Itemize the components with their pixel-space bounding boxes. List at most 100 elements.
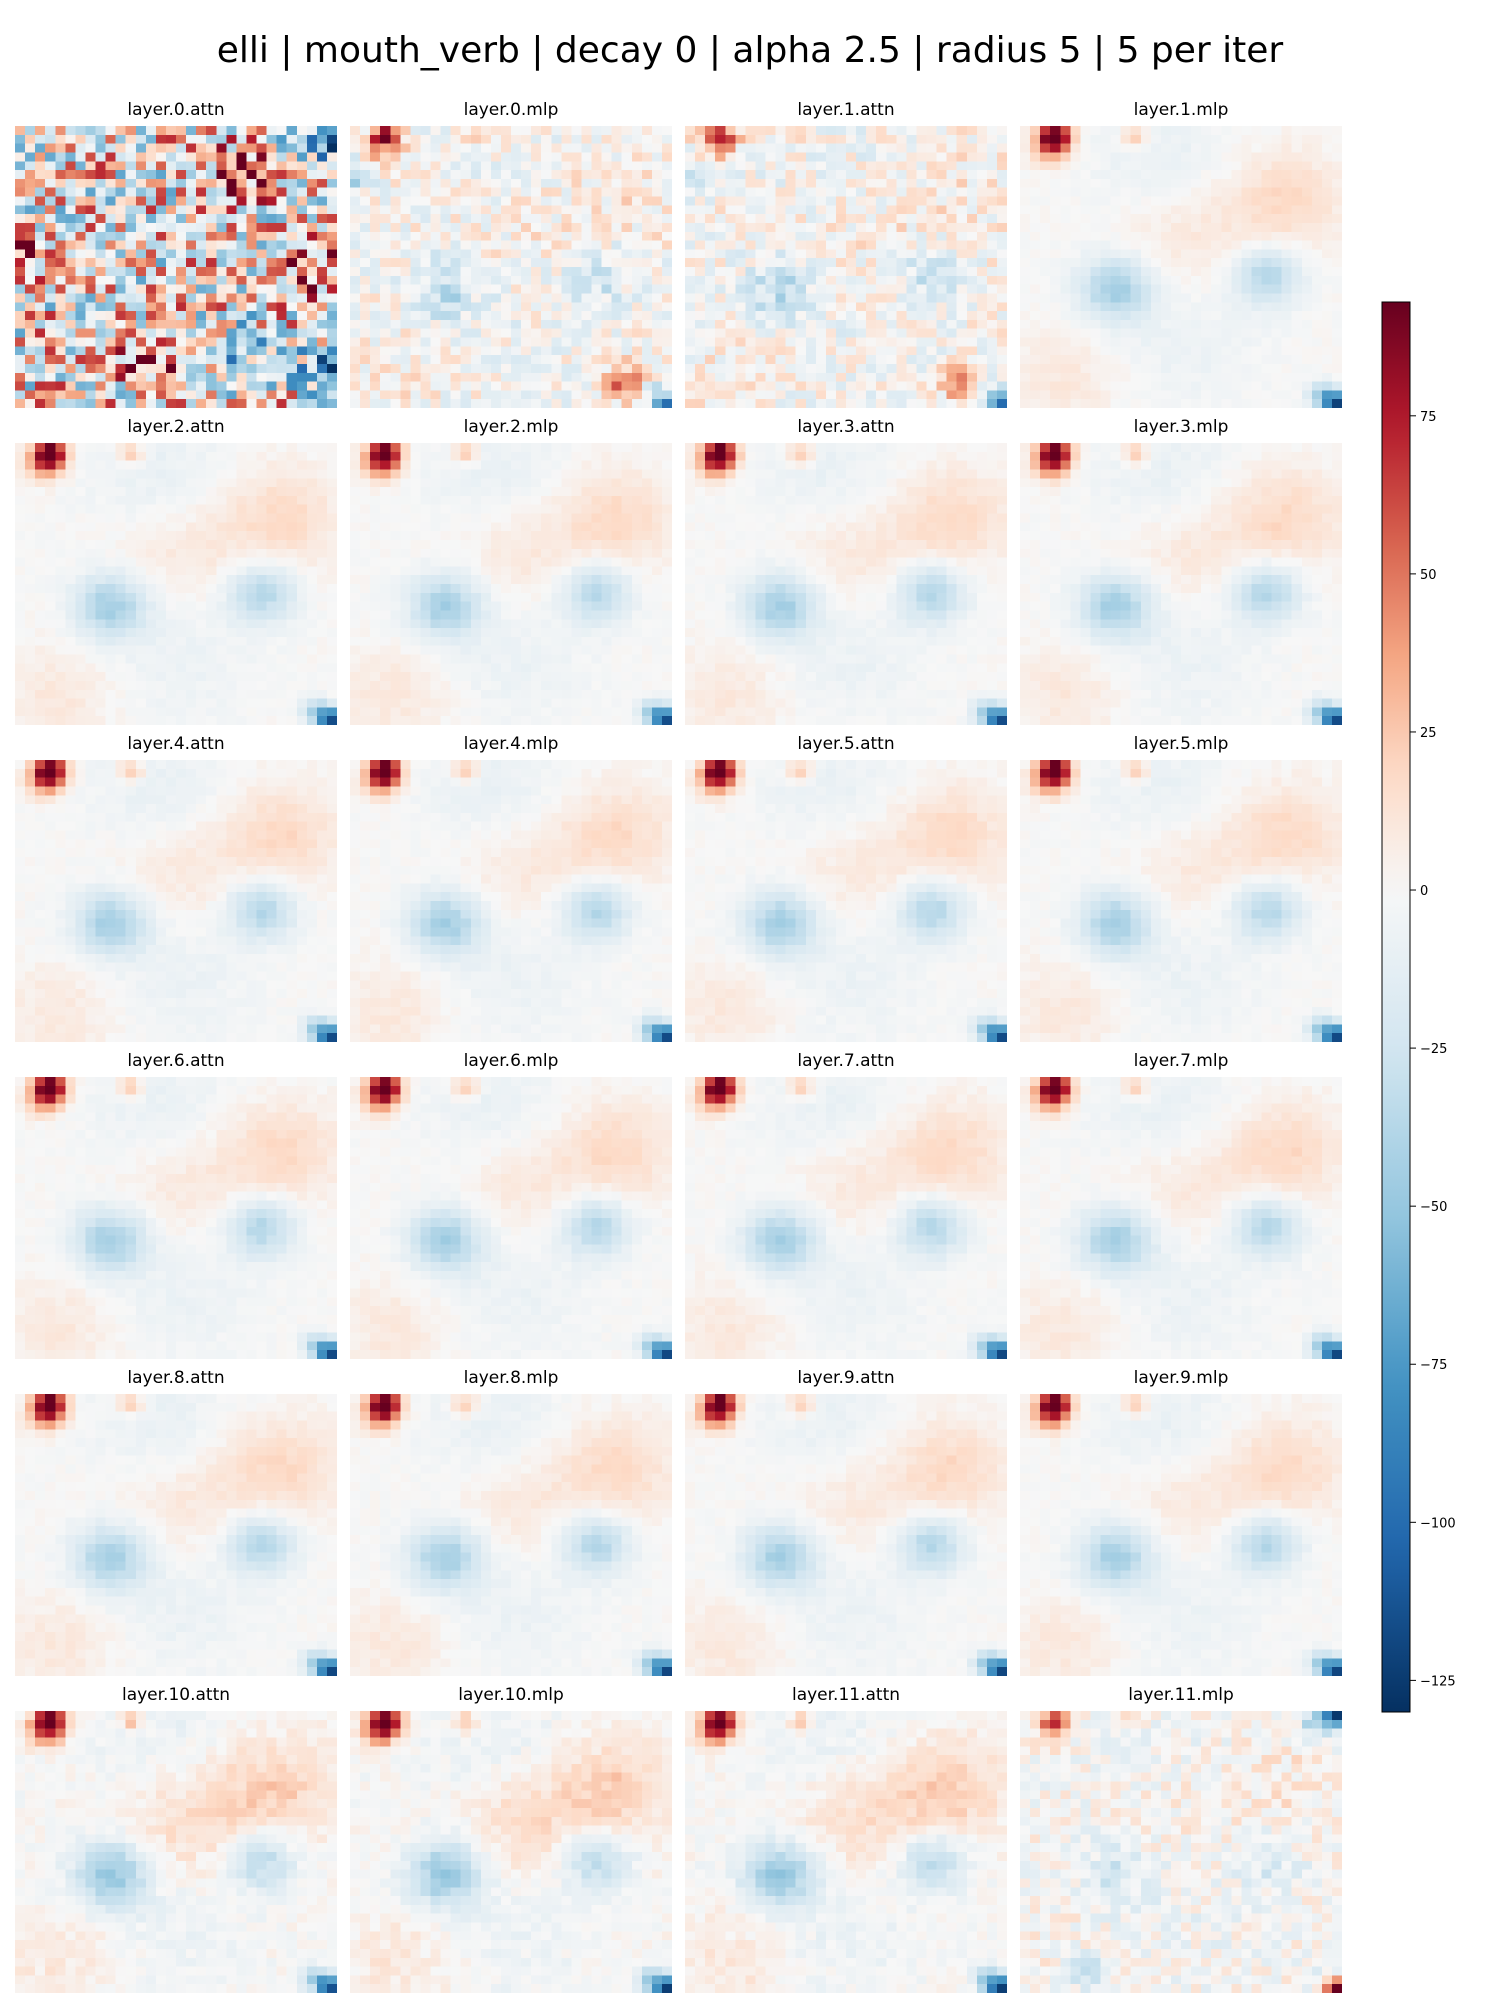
heatmap-cell <box>1110 170 1122 180</box>
heatmap-cell <box>1100 355 1112 365</box>
heatmap-cell <box>1150 399 1162 408</box>
heatmap-cell <box>976 372 988 383</box>
heatmap-cell <box>725 240 736 250</box>
heatmap-cell <box>35 311 46 321</box>
heatmap-cell <box>266 636 278 647</box>
heatmap-cell <box>725 284 736 295</box>
heatmap-cell <box>95 522 107 532</box>
heatmap-cell <box>15 390 26 400</box>
heatmap-cell <box>460 381 472 391</box>
heatmap-cell <box>1301 170 1313 180</box>
heatmap-cell <box>216 548 227 559</box>
heatmap-cell <box>1221 258 1232 268</box>
heatmap-cell <box>316 161 328 171</box>
heatmap-cell <box>1321 143 1333 154</box>
heatmap-cell <box>966 311 978 321</box>
heatmap-cell <box>876 170 887 180</box>
heatmap-cell <box>105 205 117 215</box>
heatmap-cell <box>176 513 187 523</box>
heatmap-cell <box>490 258 502 268</box>
heatmap-cell <box>326 451 337 462</box>
heatmap-cell <box>956 178 968 189</box>
heatmap-cell <box>1211 399 1222 408</box>
heatmap-cell <box>601 381 613 391</box>
heatmap-cell <box>266 654 278 664</box>
heatmap-cell <box>420 275 432 286</box>
heatmap-cell <box>165 487 177 497</box>
heatmap-cell <box>735 390 746 400</box>
heatmap-cell <box>45 178 56 189</box>
heatmap-cell <box>775 170 787 180</box>
heatmap-cell <box>296 592 308 603</box>
heatmap-cell <box>145 267 157 277</box>
heatmap-cell <box>621 178 633 189</box>
heatmap-cell <box>165 390 177 400</box>
heatmap-cell <box>866 143 877 154</box>
heatmap-cell <box>105 531 117 541</box>
heatmap-cell <box>795 293 807 303</box>
heatmap-cell <box>196 143 207 154</box>
heatmap-cell <box>715 284 726 295</box>
heatmap-cell <box>1181 258 1192 268</box>
heatmap-cell <box>45 451 56 462</box>
heatmap-cell <box>145 284 157 295</box>
heatmap-cell <box>1100 399 1112 408</box>
heatmap-cell <box>886 170 897 180</box>
heatmap-cell <box>196 319 207 330</box>
heatmap-cell <box>460 337 472 347</box>
heatmap-cell <box>531 399 542 408</box>
heatmap-cell <box>135 293 147 303</box>
heatmap-cell <box>825 328 837 339</box>
heatmap-cell <box>370 275 381 286</box>
heatmap-cell <box>1160 152 1172 162</box>
heatmap-cell <box>926 302 938 312</box>
heatmap-cell <box>206 328 217 339</box>
heatmap-cell <box>276 390 288 400</box>
heatmap-cell <box>470 275 482 286</box>
heatmap-cell <box>1080 240 1092 250</box>
heatmap-cell <box>350 126 361 136</box>
heatmap-cell <box>186 214 197 224</box>
heatmap-cell <box>326 126 337 136</box>
heatmap-cell <box>916 293 928 303</box>
heatmap-cell <box>186 152 197 162</box>
heatmap-cell <box>1221 293 1232 303</box>
heatmap-cell <box>1050 143 1061 154</box>
heatmap-cell <box>266 478 278 488</box>
heatmap-cell <box>306 548 318 559</box>
heatmap-cell <box>276 196 288 206</box>
heatmap-cell <box>55 663 66 673</box>
heatmap-cell <box>541 170 552 180</box>
heatmap-cell <box>1040 187 1051 198</box>
heatmap-cell <box>1281 249 1293 259</box>
heatmap-cell <box>661 355 672 365</box>
heatmap-cell <box>145 504 157 515</box>
heatmap-cell <box>196 240 207 250</box>
heatmap-cell <box>85 196 97 206</box>
heatmap-cell <box>326 328 337 339</box>
heatmap-cell <box>236 478 248 488</box>
heatmap-cell <box>410 222 422 233</box>
heatmap-cell <box>480 390 492 400</box>
heatmap-cell <box>795 222 807 233</box>
heatmap-cell <box>216 539 227 550</box>
heatmap-cell <box>440 196 452 206</box>
heatmap-cell <box>155 222 167 233</box>
heatmap-cell <box>1100 381 1112 391</box>
heatmap-cell <box>1030 355 1041 365</box>
heatmap-cell <box>1050 258 1061 268</box>
heatmap-cell <box>1261 170 1273 180</box>
heatmap-cell <box>956 196 968 206</box>
heatmap-cell <box>1070 284 1081 295</box>
heatmap-cell <box>490 302 502 312</box>
heatmap-cell <box>125 513 137 523</box>
heatmap-cell <box>165 478 177 488</box>
heatmap-cell <box>115 619 127 629</box>
heatmap-cell <box>1251 399 1263 408</box>
heatmap-cell <box>541 337 552 347</box>
heatmap-cell <box>685 161 696 171</box>
heatmap-cell <box>825 178 837 189</box>
heatmap-cell <box>45 134 56 145</box>
heatmap-cell <box>286 548 298 559</box>
heatmap-cell <box>256 346 268 356</box>
